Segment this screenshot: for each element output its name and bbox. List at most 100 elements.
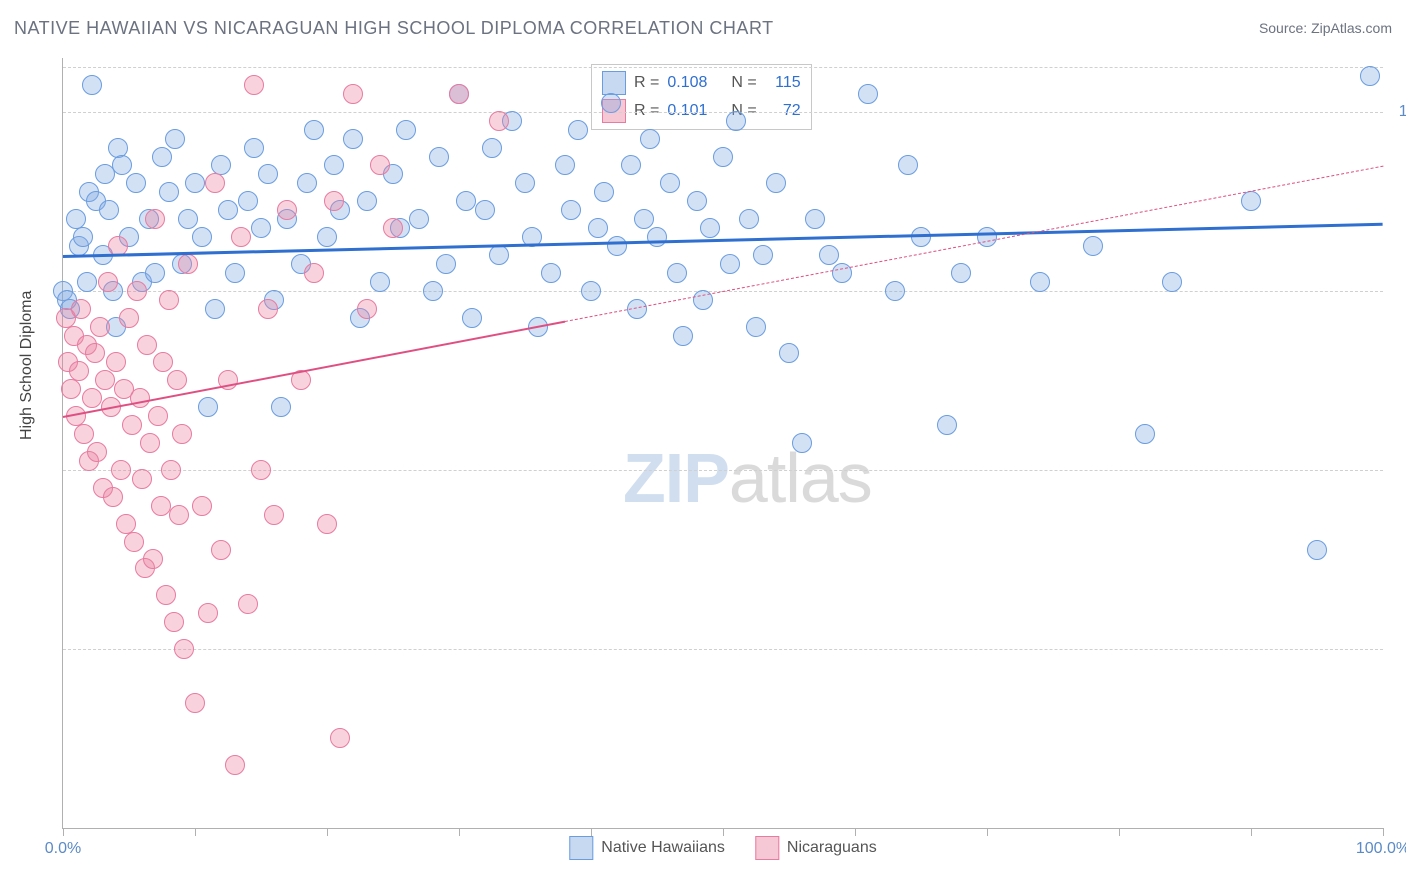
scatter-point bbox=[225, 263, 245, 283]
scatter-point bbox=[330, 728, 350, 748]
scatter-point bbox=[951, 263, 971, 283]
scatter-point bbox=[594, 182, 614, 202]
scatter-point bbox=[185, 693, 205, 713]
scatter-point bbox=[111, 460, 131, 480]
scatter-point bbox=[429, 147, 449, 167]
scatter-point bbox=[156, 585, 176, 605]
legend-item: Nicaraguans bbox=[755, 836, 877, 860]
scatter-point bbox=[1030, 272, 1050, 292]
r-value: 0.108 bbox=[667, 74, 723, 92]
plot-area: ZIPatlas R =0.108N =115R =0.101N =72 Nat… bbox=[62, 58, 1383, 829]
scatter-point bbox=[937, 415, 957, 435]
watermark: ZIPatlas bbox=[623, 438, 872, 518]
legend-item: Native Hawaiians bbox=[569, 836, 725, 860]
scatter-point bbox=[244, 138, 264, 158]
scatter-point bbox=[588, 218, 608, 238]
scatter-point bbox=[1241, 191, 1261, 211]
scatter-point bbox=[145, 209, 165, 229]
scatter-point bbox=[489, 245, 509, 265]
scatter-point bbox=[1083, 236, 1103, 256]
scatter-point bbox=[192, 227, 212, 247]
scatter-point bbox=[198, 603, 218, 623]
scatter-point bbox=[436, 254, 456, 274]
scatter-point bbox=[832, 263, 852, 283]
scatter-point bbox=[264, 505, 284, 525]
scatter-point bbox=[143, 549, 163, 569]
scatter-point bbox=[258, 299, 278, 319]
scatter-point bbox=[673, 326, 693, 346]
scatter-point bbox=[555, 155, 575, 175]
scatter-point bbox=[90, 317, 110, 337]
scatter-point bbox=[82, 388, 102, 408]
scatter-point bbox=[792, 433, 812, 453]
scatter-point bbox=[205, 299, 225, 319]
scatter-point bbox=[251, 460, 271, 480]
scatter-point bbox=[73, 227, 93, 247]
scatter-point bbox=[159, 182, 179, 202]
scatter-point bbox=[660, 173, 680, 193]
gridline bbox=[63, 67, 1383, 68]
scatter-point bbox=[127, 281, 147, 301]
legend-swatch bbox=[569, 836, 593, 860]
legend-label: Nicaraguans bbox=[787, 839, 877, 857]
scatter-point bbox=[205, 173, 225, 193]
scatter-point bbox=[581, 281, 601, 301]
scatter-point bbox=[568, 120, 588, 140]
scatter-point bbox=[77, 272, 97, 292]
stats-box: R =0.108N =115R =0.101N =72 bbox=[591, 64, 812, 130]
scatter-point bbox=[805, 209, 825, 229]
legend-swatch bbox=[755, 836, 779, 860]
scatter-point bbox=[449, 84, 469, 104]
scatter-point bbox=[192, 496, 212, 516]
scatter-point bbox=[423, 281, 443, 301]
scatter-point bbox=[858, 84, 878, 104]
scatter-point bbox=[317, 514, 337, 534]
title-bar: NATIVE HAWAIIAN VS NICARAGUAN HIGH SCHOO… bbox=[14, 18, 1392, 48]
scatter-point bbox=[819, 245, 839, 265]
scatter-point bbox=[739, 209, 759, 229]
scatter-point bbox=[515, 173, 535, 193]
chart-container: NATIVE HAWAIIAN VS NICARAGUAN HIGH SCHOO… bbox=[0, 0, 1406, 892]
scatter-point bbox=[885, 281, 905, 301]
scatter-point bbox=[601, 93, 621, 113]
source-label: Source: ZipAtlas.com bbox=[1259, 20, 1392, 36]
scatter-point bbox=[244, 75, 264, 95]
scatter-point bbox=[277, 200, 297, 220]
scatter-point bbox=[132, 469, 152, 489]
scatter-point bbox=[140, 433, 160, 453]
scatter-point bbox=[238, 191, 258, 211]
n-label: N = bbox=[731, 74, 756, 92]
y-tick-label: 80.0% bbox=[1393, 461, 1406, 479]
trend-line bbox=[565, 165, 1384, 321]
scatter-point bbox=[137, 335, 157, 355]
scatter-point bbox=[218, 200, 238, 220]
scatter-point bbox=[103, 487, 123, 507]
scatter-point bbox=[766, 173, 786, 193]
y-tick-label: 70.0% bbox=[1393, 640, 1406, 658]
scatter-point bbox=[164, 612, 184, 632]
scatter-point bbox=[753, 245, 773, 265]
scatter-point bbox=[898, 155, 918, 175]
scatter-point bbox=[357, 191, 377, 211]
scatter-point bbox=[720, 254, 740, 274]
scatter-point bbox=[169, 505, 189, 525]
scatter-point bbox=[185, 173, 205, 193]
stats-row: R =0.108N =115 bbox=[602, 69, 801, 97]
scatter-point bbox=[726, 111, 746, 131]
scatter-point bbox=[343, 129, 363, 149]
scatter-point bbox=[297, 173, 317, 193]
scatter-point bbox=[119, 308, 139, 328]
scatter-point bbox=[153, 352, 173, 372]
scatter-point bbox=[61, 379, 81, 399]
legend-bottom: Native Hawaiians Nicaraguans bbox=[569, 836, 876, 860]
scatter-point bbox=[112, 155, 132, 175]
scatter-point bbox=[145, 263, 165, 283]
gridline bbox=[63, 649, 1383, 650]
scatter-point bbox=[396, 120, 416, 140]
scatter-point bbox=[324, 191, 344, 211]
scatter-point bbox=[1360, 66, 1380, 86]
scatter-point bbox=[1162, 272, 1182, 292]
scatter-point bbox=[231, 227, 251, 247]
gridline bbox=[63, 112, 1383, 113]
scatter-point bbox=[304, 263, 324, 283]
